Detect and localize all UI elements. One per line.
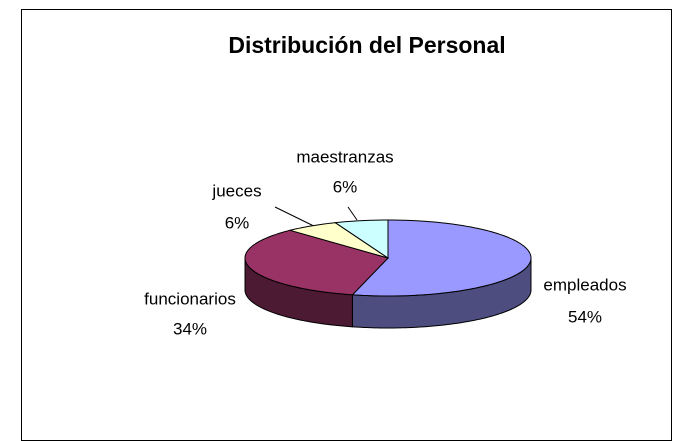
- category-label: maestranzas: [296, 147, 393, 166]
- value-label: 6%: [333, 177, 358, 196]
- pie-slice: [351, 219, 532, 297]
- category-label: jueces: [211, 181, 261, 200]
- pie-slice: [244, 229, 389, 296]
- value-label: 34%: [173, 319, 207, 338]
- leader-line: [347, 206, 358, 221]
- category-label: empleados: [543, 275, 626, 294]
- pie-slice: [333, 219, 389, 259]
- pie-slice: [288, 222, 389, 259]
- chart-title: Distribución del Personal: [228, 32, 505, 58]
- category-label: funcionarios: [144, 289, 236, 308]
- value-label: 54%: [568, 307, 602, 326]
- value-label: 6%: [225, 213, 250, 232]
